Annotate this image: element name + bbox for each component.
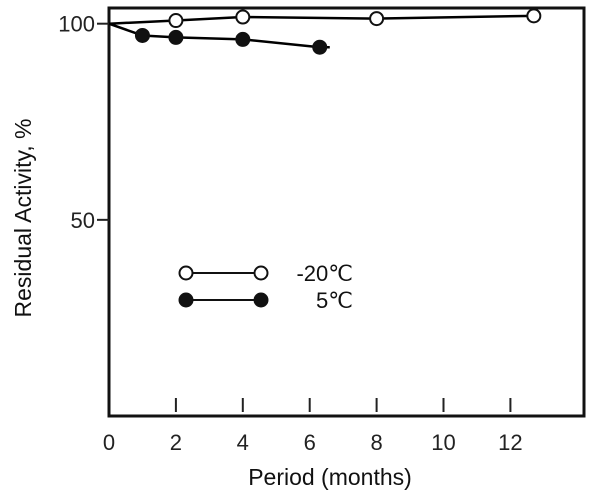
x-tick-label: 4	[237, 430, 249, 455]
axis-labels: Period (months) Residual Activity, %	[10, 119, 412, 490]
data-point	[312, 39, 328, 55]
data-point	[168, 13, 184, 29]
x-tick-label: 12	[498, 430, 522, 455]
data-point	[235, 9, 251, 25]
legend-label: -20℃	[296, 261, 353, 286]
x-tick-label: 10	[431, 430, 455, 455]
legend-item: -20℃	[178, 261, 353, 286]
plot-frame	[107, 6, 586, 418]
x-tick-label: 6	[304, 430, 316, 455]
data-point	[235, 31, 251, 47]
legend-label: 5℃	[316, 288, 353, 313]
legend-marker	[178, 265, 194, 281]
data-point	[526, 8, 542, 24]
y-tick-label: 100	[58, 12, 95, 37]
x-axis-title: Period (months)	[248, 464, 412, 490]
series-layer	[108, 8, 542, 55]
y-axis-title: Residual Activity, %	[10, 119, 36, 318]
data-point	[168, 29, 184, 45]
x-tick-label: 0	[103, 430, 115, 455]
legend-marker	[253, 292, 269, 308]
plot-area: 0 2 4 6 8 10 12 50 100	[58, 6, 586, 455]
x-tick-label: 2	[170, 430, 182, 455]
legend-marker	[178, 292, 194, 308]
legend: -20℃5℃	[178, 261, 353, 313]
data-point	[369, 11, 385, 27]
legend-marker	[253, 265, 269, 281]
series-minus20c	[108, 8, 542, 29]
y-tick-label: 50	[71, 208, 95, 233]
x-tick-label: 8	[370, 430, 382, 455]
series-5c	[108, 22, 330, 55]
legend-item: 5℃	[178, 288, 353, 313]
data-point	[134, 27, 150, 43]
